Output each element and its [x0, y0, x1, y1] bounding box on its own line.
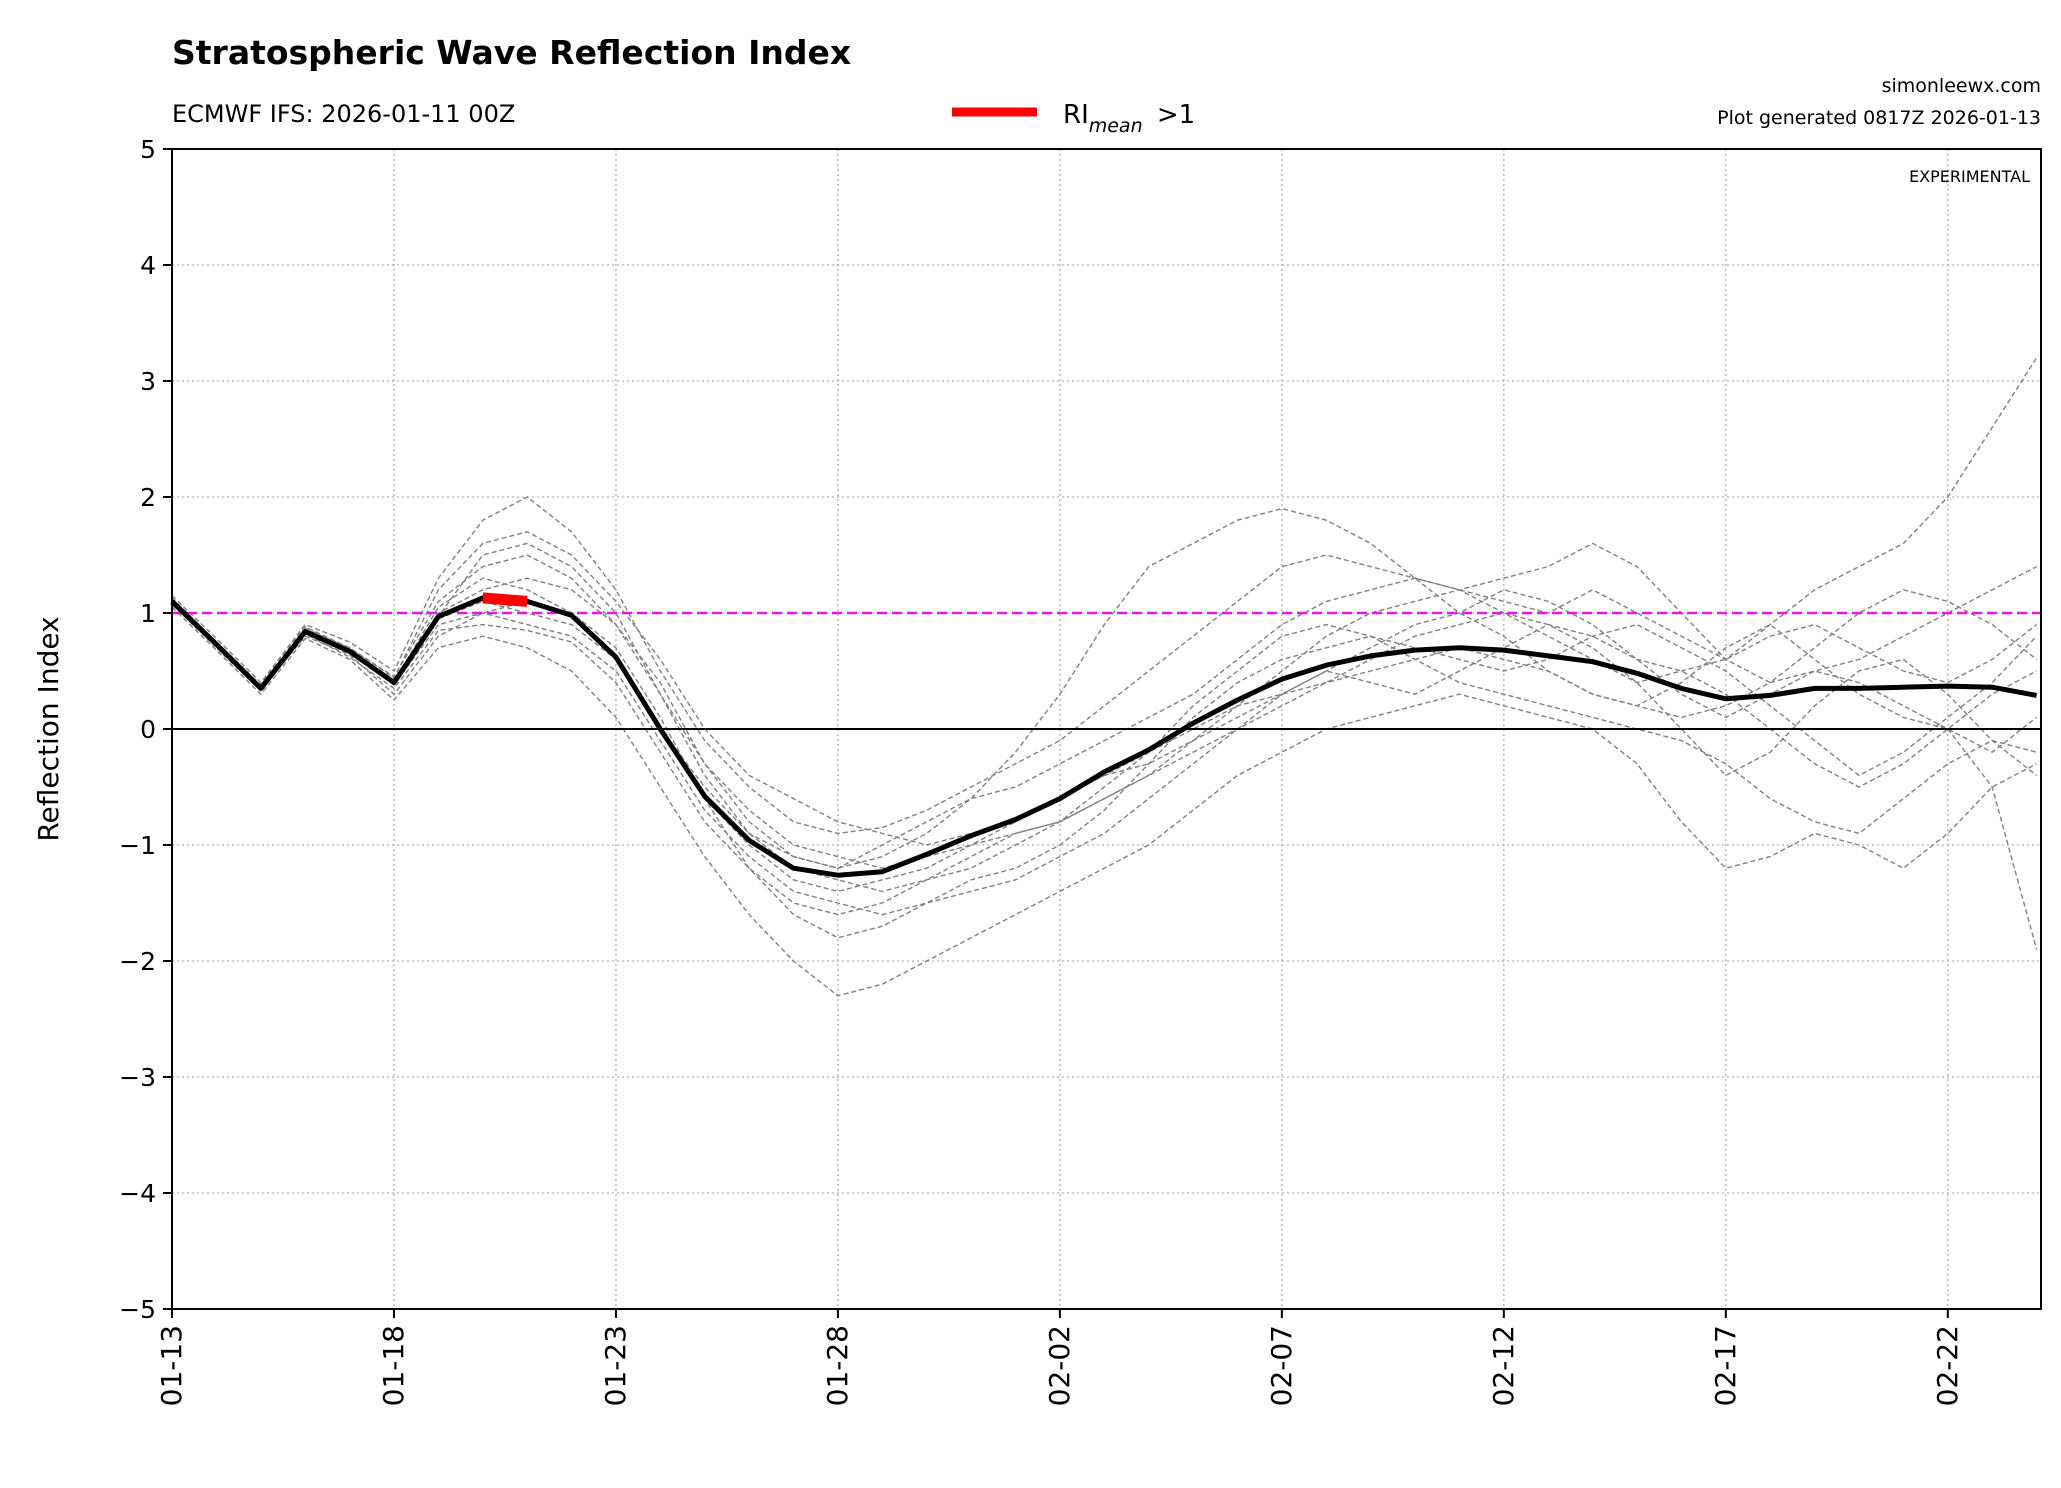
y-tick-label: −4 — [119, 1179, 156, 1208]
y-tick-label: 3 — [140, 367, 156, 396]
chart-subtitle: ECMWF IFS: 2026-01-11 00Z — [172, 100, 515, 128]
ensemble-member-line — [171, 542, 2038, 869]
ensemble-member-line — [171, 507, 2038, 869]
reference-lines — [172, 611, 2041, 730]
legend-label: RImean >1 — [1063, 100, 1195, 137]
x-tick-label: 02-02 — [1043, 1325, 1076, 1406]
ensemble-members — [171, 357, 2038, 997]
ensemble-member-line — [171, 600, 2038, 950]
mean-line — [170, 595, 2038, 878]
x-tick-label: 01-28 — [821, 1325, 854, 1406]
ensemble-member-line — [171, 606, 2037, 997]
y-tick-label: −5 — [119, 1295, 156, 1324]
y-tick-label: −2 — [119, 947, 156, 976]
x-tick-label: 01-23 — [599, 1325, 632, 1406]
x-tick-label: 02-07 — [1265, 1325, 1298, 1406]
x-tick-label: 01-18 — [377, 1325, 410, 1406]
x-tick-label: 01-13 — [155, 1325, 188, 1406]
y-tick-label: 2 — [140, 483, 156, 512]
x-axis: 01-13 01-18 01-23 01-28 02-02 02-07 02-12 02-17… — [155, 1309, 1964, 1406]
legend: RImean >1 — [952, 100, 1195, 137]
experimental-label: EXPERIMENTAL — [1909, 167, 2030, 186]
credit-text: simonleewx.com — [1882, 75, 2041, 97]
x-tick-label: 02-17 — [1709, 1325, 1742, 1406]
ensemble-mean — [170, 592, 2038, 878]
y-tick-label: 5 — [140, 135, 156, 164]
ensemble-member-line — [171, 602, 2038, 916]
y-tick-label: −3 — [119, 1063, 156, 1092]
ensemble-member-line — [171, 357, 2038, 835]
generated-text: Plot generated 0817Z 2026-01-13 — [1717, 107, 2041, 129]
y-tick-label: −1 — [119, 831, 156, 860]
x-tick-label: 02-22 — [1931, 1325, 1964, 1406]
ensemble-member-line — [171, 577, 2037, 893]
y-tick-label: 0 — [140, 715, 156, 744]
y-axis: 5 4 3 2 1 0 −1 −2 −3 −4 −5 — [119, 135, 172, 1324]
y-tick-label: 4 — [140, 251, 156, 280]
x-tick-label: 02-12 — [1487, 1325, 1520, 1406]
y-axis-label: Reflection Index — [32, 616, 65, 841]
ensemble-member-line — [171, 577, 2038, 869]
mean-above-threshold-segment — [482, 592, 528, 607]
y-tick-label: 1 — [140, 599, 156, 628]
ensemble-member-line — [171, 565, 2037, 939]
chart-title: Stratospheric Wave Reflection Index — [172, 33, 851, 72]
